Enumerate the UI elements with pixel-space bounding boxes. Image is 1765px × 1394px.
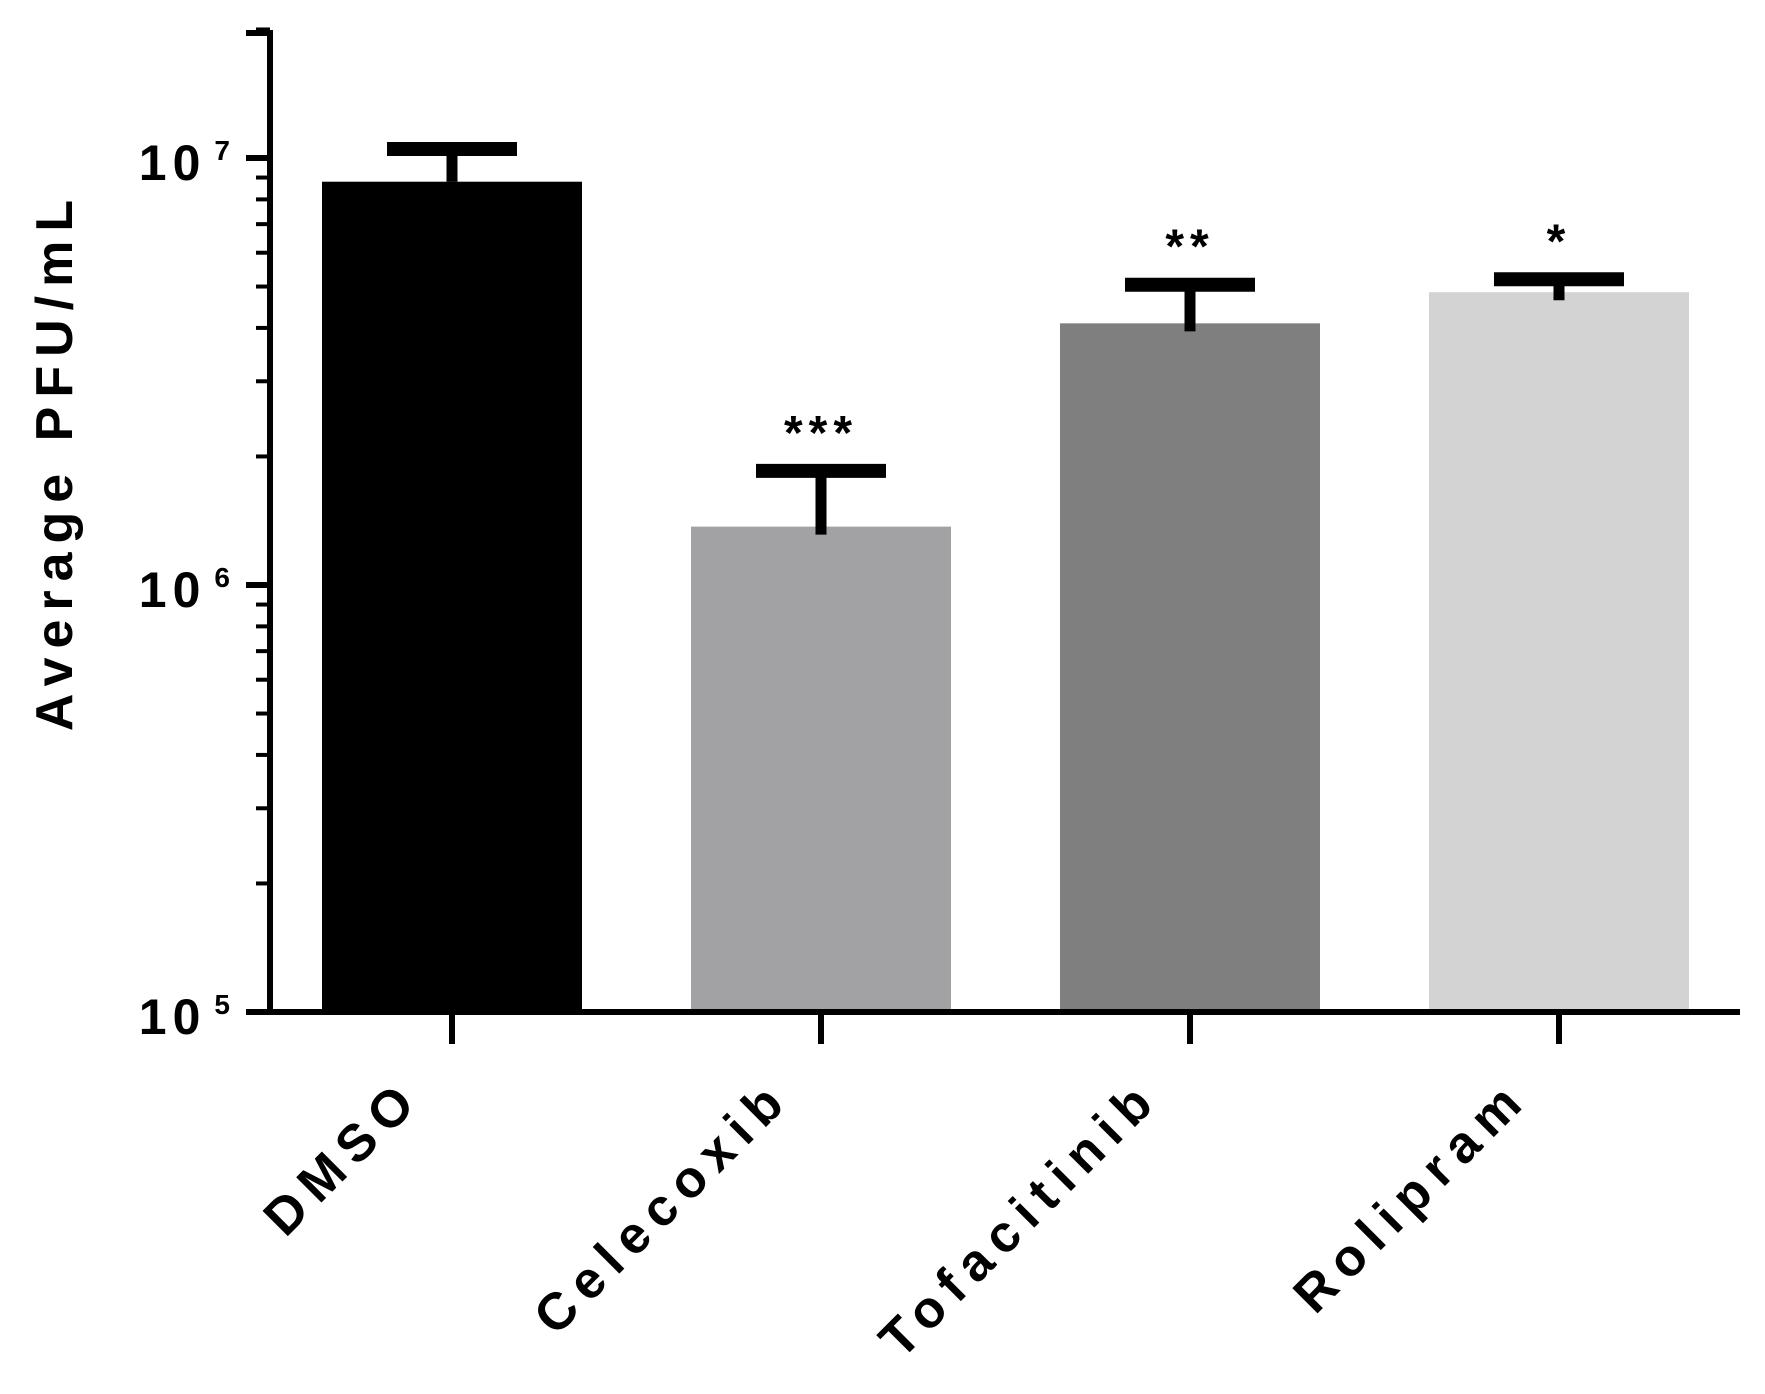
x-ticks-layer: DMSO Celecoxib Tofacitinib Rolipram xyxy=(253,1012,1562,1369)
bar-celecoxib xyxy=(691,526,951,1012)
y-tick-exponent: 7 xyxy=(214,135,230,166)
y-axis-label: Average PFU/mL xyxy=(26,191,84,731)
significance-layer: ***** * xyxy=(784,215,1572,460)
y-tick-label: 10 7 xyxy=(139,135,230,191)
y-tick-label: 10 6 xyxy=(139,562,230,618)
significance-label: *** xyxy=(784,407,858,460)
y-tick-exponent: 5 xyxy=(214,989,230,1020)
bar-dmso xyxy=(322,181,582,1012)
bars-layer xyxy=(322,181,1689,1013)
y-tick-base: 10 xyxy=(139,135,207,191)
significance-label: ** xyxy=(1165,221,1214,274)
y-tick-exponent: 6 xyxy=(214,562,230,593)
error-bars-layer xyxy=(387,141,1624,535)
bar-rolipram xyxy=(1429,292,1689,1013)
bar-tofacitinib xyxy=(1060,323,1320,1012)
x-tick-label: DMSO xyxy=(253,1067,433,1247)
y-tick-label: 10 5 xyxy=(139,989,230,1045)
x-tick-label: Tofacitinib xyxy=(869,1067,1171,1369)
axes-layer xyxy=(267,30,1740,1015)
significance-label: * xyxy=(1547,215,1572,268)
x-tick-label: Rolipram xyxy=(1283,1067,1540,1324)
y-tick-base: 10 xyxy=(139,562,207,618)
x-tick-label: Celecoxib xyxy=(523,1067,801,1345)
y-tick-base: 10 xyxy=(139,989,207,1045)
